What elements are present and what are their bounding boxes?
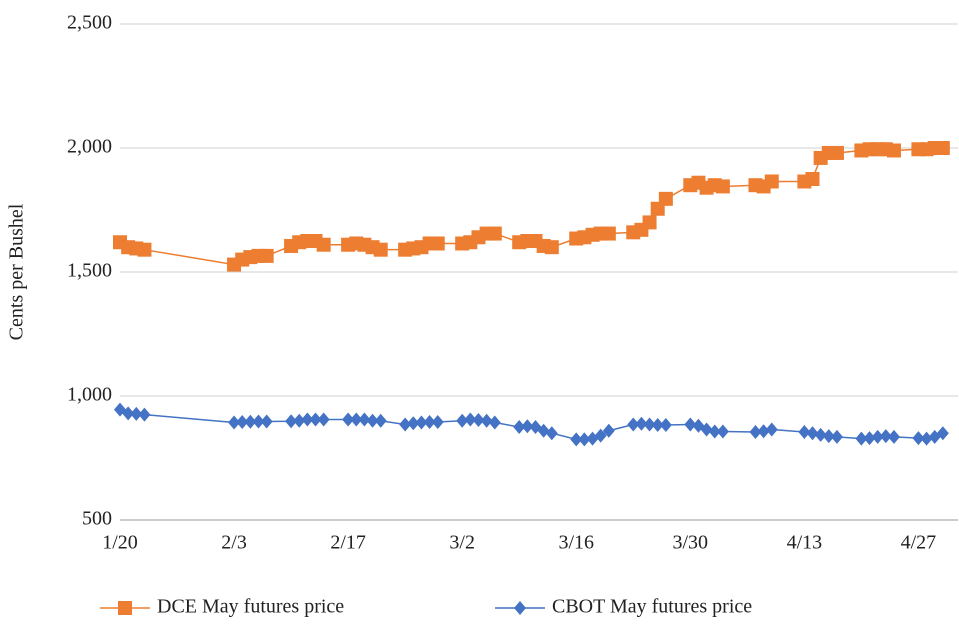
marker xyxy=(521,419,534,434)
marker xyxy=(309,412,322,427)
marker xyxy=(830,429,843,444)
marker xyxy=(715,179,730,194)
marker xyxy=(757,424,770,439)
y-tick-label: 2,000 xyxy=(67,136,112,158)
marker xyxy=(578,432,591,447)
marker xyxy=(879,429,892,444)
marker xyxy=(863,431,876,446)
marker xyxy=(658,191,673,206)
marker xyxy=(716,424,729,439)
marker xyxy=(651,418,664,433)
marker xyxy=(602,423,615,438)
marker xyxy=(700,422,713,437)
marker xyxy=(513,420,526,434)
x-tick-label: 4/27 xyxy=(901,532,937,554)
marker xyxy=(138,407,151,422)
marker xyxy=(252,414,265,429)
marker xyxy=(301,412,314,427)
marker xyxy=(570,432,583,447)
legend-marker xyxy=(118,601,132,615)
marker xyxy=(342,412,355,427)
marker xyxy=(920,431,933,446)
y-axis-label: Cents per Bushel xyxy=(6,203,28,340)
x-tick-label: 3/16 xyxy=(558,532,594,554)
marker xyxy=(822,429,835,444)
x-tick-label: 4/13 xyxy=(787,532,823,554)
marker xyxy=(886,143,901,158)
marker xyxy=(317,412,330,427)
marker xyxy=(764,174,779,189)
marker xyxy=(130,406,143,421)
marker xyxy=(366,413,379,428)
marker xyxy=(431,415,444,430)
marker xyxy=(749,424,762,439)
marker xyxy=(456,413,469,428)
x-tick-label: 2/17 xyxy=(330,532,366,554)
marker xyxy=(635,416,648,431)
marker xyxy=(399,417,412,432)
marker xyxy=(415,415,428,430)
marker xyxy=(936,426,949,441)
marker xyxy=(545,426,558,441)
marker xyxy=(855,431,868,446)
marker xyxy=(244,414,257,429)
marker xyxy=(293,413,306,428)
legend-marker xyxy=(514,601,526,615)
marker xyxy=(805,172,820,186)
marker xyxy=(871,429,884,444)
y-tick-label: 2,500 xyxy=(67,12,112,34)
marker xyxy=(684,417,697,432)
legend-label: DCE May futures price xyxy=(157,596,344,618)
marker xyxy=(374,413,387,428)
y-tick-label: 1,500 xyxy=(67,260,112,282)
marker xyxy=(708,424,721,439)
marker xyxy=(488,415,501,430)
marker xyxy=(887,429,900,444)
x-tick-label: 3/2 xyxy=(449,532,475,554)
marker xyxy=(228,415,241,430)
y-tick-label: 500 xyxy=(82,508,112,530)
marker xyxy=(259,248,274,263)
marker xyxy=(464,412,477,427)
marker xyxy=(350,412,363,427)
marker xyxy=(627,417,640,432)
marker xyxy=(594,428,607,443)
marker xyxy=(487,226,502,241)
legend-label: CBOT May futures price xyxy=(552,596,752,618)
marker xyxy=(137,242,152,257)
marker xyxy=(935,141,950,155)
marker xyxy=(912,431,925,446)
x-tick-label: 2/3 xyxy=(221,532,247,554)
marker xyxy=(642,215,657,230)
marker xyxy=(373,242,388,257)
marker xyxy=(316,237,331,252)
x-tick-label: 1/20 xyxy=(102,532,138,554)
marker xyxy=(765,422,778,437)
x-tick-label: 3/30 xyxy=(673,532,709,554)
marker xyxy=(430,236,445,251)
marker xyxy=(472,413,485,428)
marker xyxy=(544,240,559,255)
marker xyxy=(260,414,273,429)
marker xyxy=(829,145,844,160)
marker xyxy=(601,226,616,241)
marker xyxy=(423,415,436,430)
marker xyxy=(806,426,819,441)
marker xyxy=(407,416,420,431)
marker xyxy=(643,417,656,432)
marker xyxy=(122,406,135,421)
marker xyxy=(798,424,811,439)
marker xyxy=(659,418,672,433)
marker xyxy=(480,413,493,428)
y-tick-label: 1,000 xyxy=(67,384,112,406)
marker xyxy=(814,427,827,442)
marker xyxy=(358,412,371,427)
marker xyxy=(537,423,550,438)
marker xyxy=(236,415,249,430)
marker xyxy=(285,414,298,429)
